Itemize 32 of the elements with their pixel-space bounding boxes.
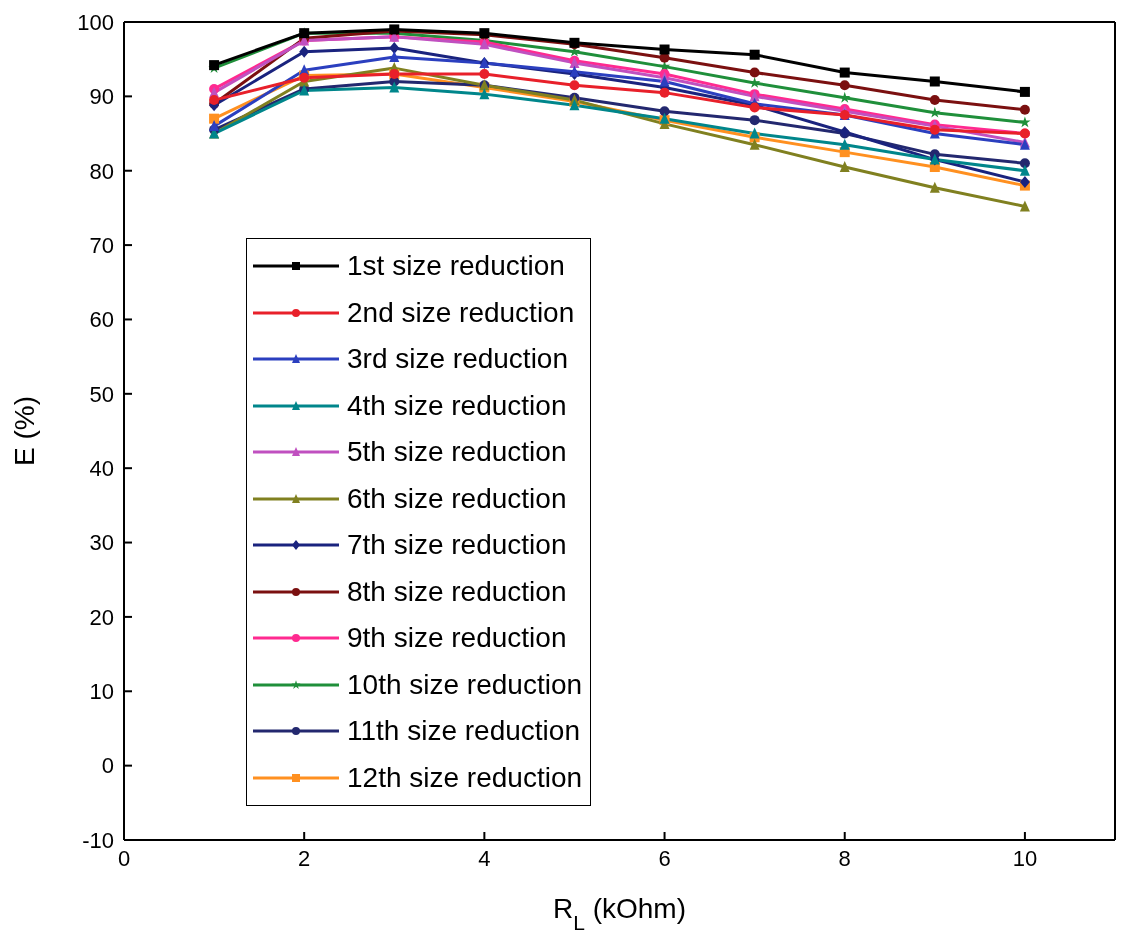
y-tick-label: 70 [89,232,114,258]
y-tick-label: 80 [89,158,114,184]
x-tick-label: 6 [658,845,671,871]
legend-label: 2nd size reduction [347,296,575,329]
x-tick-label: 2 [298,845,311,871]
y-tick-label: 90 [89,84,114,110]
x-tick-label: 4 [478,845,491,871]
y-tick-label: 50 [89,381,114,407]
legend-label: 11th size reduction [347,715,580,748]
y-tick-label: 40 [89,455,114,481]
y-tick-label: 10 [89,679,114,705]
legend-label: 8th size reduction [347,575,567,608]
legend-label: 4th size reduction [347,389,567,422]
y-tick-label: 0 [101,753,114,779]
legend-label: 12th size reduction [347,761,583,794]
x-tick-label: 10 [1012,845,1038,871]
legend-label: 5th size reduction [347,436,567,469]
legend-label: 1st size reduction [347,250,565,283]
legend-label: 6th size reduction [347,482,567,515]
x-axis-title: R$_{L}$ (kOhm) [552,893,687,934]
y-tick-label: 30 [89,530,114,556]
y-tick-label: 20 [89,604,114,630]
x-tick-label: 0 [117,845,131,871]
legend-label: 10th size reduction [347,668,583,701]
legend-label: 3rd size reduction [347,343,569,376]
x-tick-label: 8 [838,845,851,871]
legend-label: 7th size reduction [347,529,567,562]
y-tick-label: -10 [82,827,114,853]
y-tick-label: 100 [77,9,114,35]
legend-label: 9th size reduction [347,622,567,655]
y-axis-title: E (%) [9,396,40,466]
y-tick-label: 60 [89,307,114,333]
